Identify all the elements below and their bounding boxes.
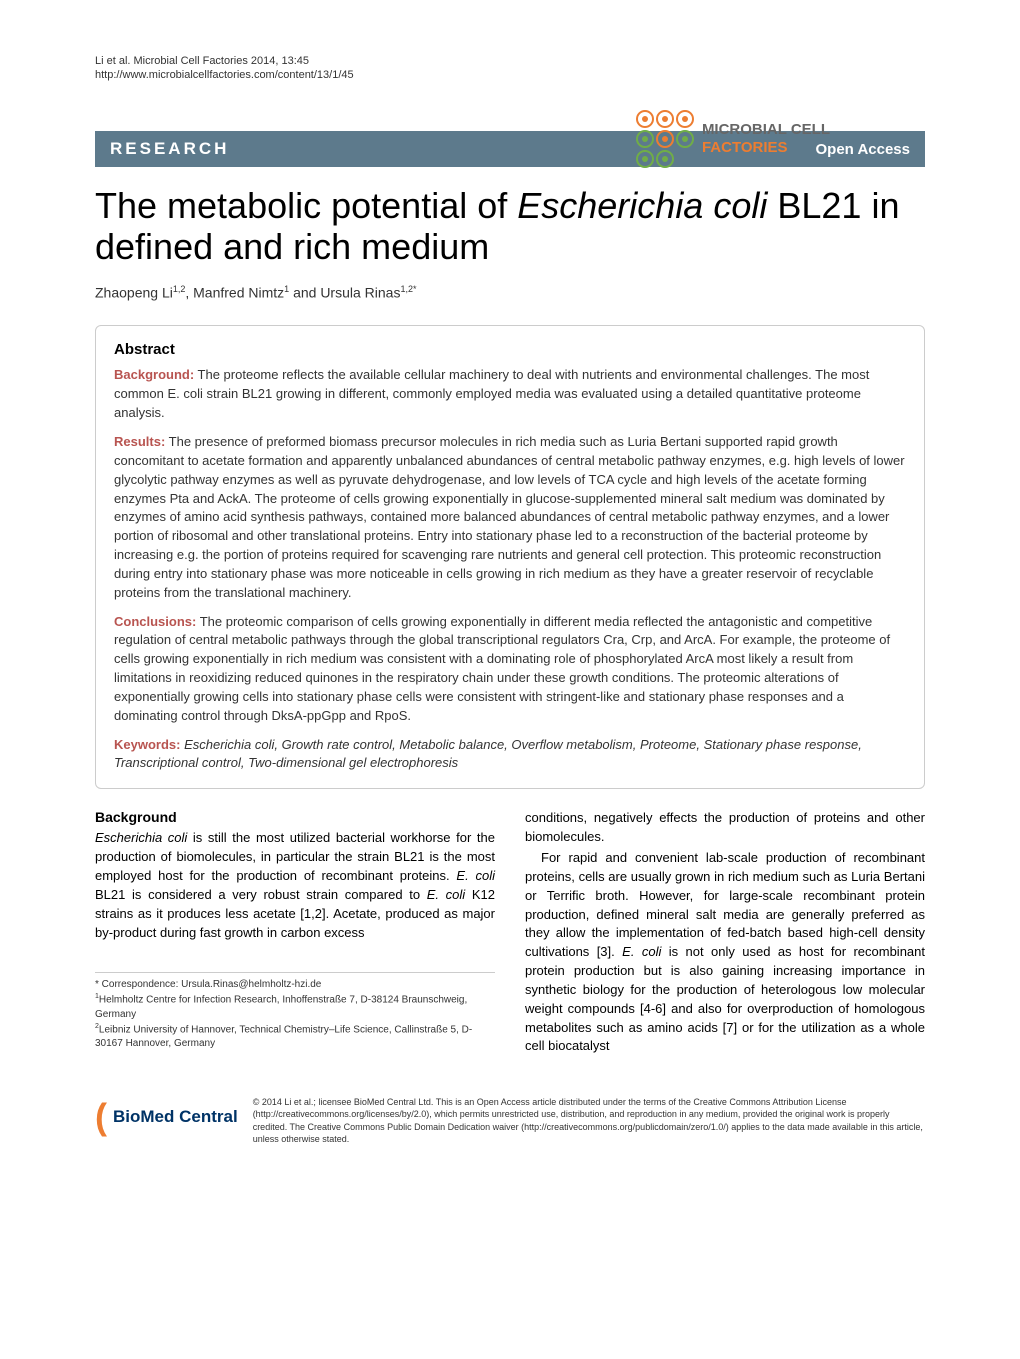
abstract-box: Abstract Background: The proteome reflec… (95, 325, 925, 789)
biomed-paren-icon: ( (95, 1096, 107, 1138)
journal-logo: MICROBIAL CELL FACTORIES (636, 110, 830, 168)
abstract-keywords: Keywords: Escherichia coli, Growth rate … (114, 736, 906, 774)
copyright-text: © 2014 Li et al.; licensee BioMed Centra… (253, 1096, 925, 1145)
abstract-background: Background: The proteome reflects the av… (114, 366, 906, 423)
biomed-logo: ( BioMed Central (95, 1096, 238, 1138)
research-label: RESEARCH (110, 139, 229, 159)
authors-list: Zhaopeng Li1,2, Manfred Nimtz1 and Ursul… (95, 284, 925, 301)
biomed-text: BioMed Central (113, 1107, 238, 1127)
correspondence-block: * Correspondence: Ursula.Rinas@helmholtz… (95, 972, 495, 1051)
footer: ( BioMed Central © 2014 Li et al.; licen… (95, 1081, 925, 1145)
body-right-paragraph2: For rapid and convenient lab-scale produ… (525, 849, 925, 1056)
abstract-conclusions: Conclusions: The proteomic comparison of… (114, 613, 906, 726)
citation-text: Li et al. Microbial Cell Factories 2014,… (95, 55, 925, 67)
article-title: The metabolic potential of Escherichia c… (95, 185, 925, 268)
logo-circles-icon (636, 110, 694, 168)
body-columns: Background Escherichia coli is still the… (95, 809, 925, 1056)
background-heading: Background (95, 809, 495, 825)
abstract-results: Results: The presence of preformed bioma… (114, 433, 906, 603)
abstract-heading: Abstract (114, 341, 906, 358)
body-right-paragraph1: conditions, negatively effects the produ… (525, 809, 925, 847)
url-text: http://www.microbialcellfactories.com/co… (95, 69, 925, 81)
body-left-paragraph: Escherichia coli is still the most utili… (95, 829, 495, 942)
journal-name: MICROBIAL CELL FACTORIES (702, 121, 830, 157)
